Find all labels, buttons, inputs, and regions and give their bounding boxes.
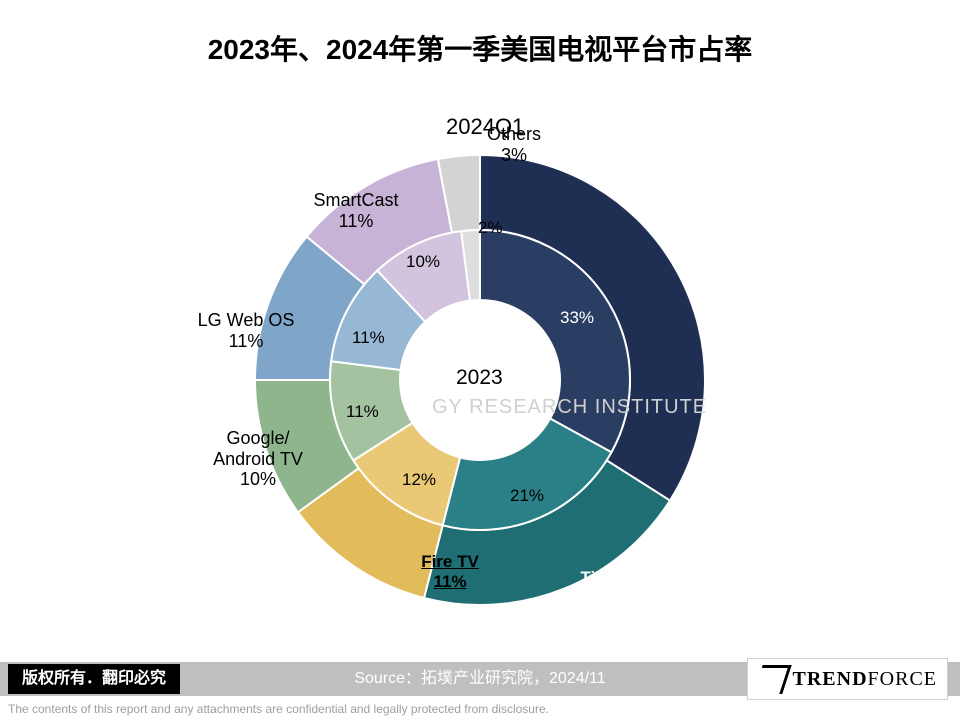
slice-label-rokutv: Roku TV34% — [692, 248, 812, 288]
footer-bar: 版权所有．翻印必究 Source：拓墣产业研究院，2024/11 TRENDFO… — [0, 662, 960, 696]
trendforce-icon — [753, 665, 791, 694]
brand-logo: TRENDFORCE — [747, 658, 948, 700]
inner-pct-tizen: 21% — [510, 486, 544, 506]
slice-label-firetv: Fire TV11% — [390, 552, 510, 592]
inner-pct-rokutv: 33% — [560, 308, 594, 328]
slice-label-lgwebos: LG Web OS11% — [176, 310, 316, 351]
chart-title: 2023年、2024年第一季美国电视平台市占率 — [0, 28, 960, 68]
inner-pct-lgwebos: 11% — [352, 328, 385, 348]
slice-label-tizen: Tizen20% — [542, 568, 662, 608]
inner-pct-smartcast: 10% — [406, 252, 440, 272]
inner-pct-googleandroidtv: 11% — [346, 402, 379, 422]
slice-label-googleandroidtv: Google/Android TV10% — [188, 428, 328, 490]
disclaimer-text: The contents of this report and any atta… — [8, 702, 549, 716]
slice-label-smartcast: SmartCast11% — [286, 190, 426, 231]
slice-label-others: Others3% — [444, 124, 584, 165]
donut-chart: 2024Q1 2023 GY RESEARCH INSTITUTE Roku T… — [180, 100, 780, 640]
inner-pct-firetv: 12% — [402, 470, 436, 490]
brand-text: TRENDFORCE — [793, 668, 937, 691]
period-label-inner: 2023 — [456, 366, 503, 390]
inner-pct-others: 2% — [478, 218, 503, 238]
